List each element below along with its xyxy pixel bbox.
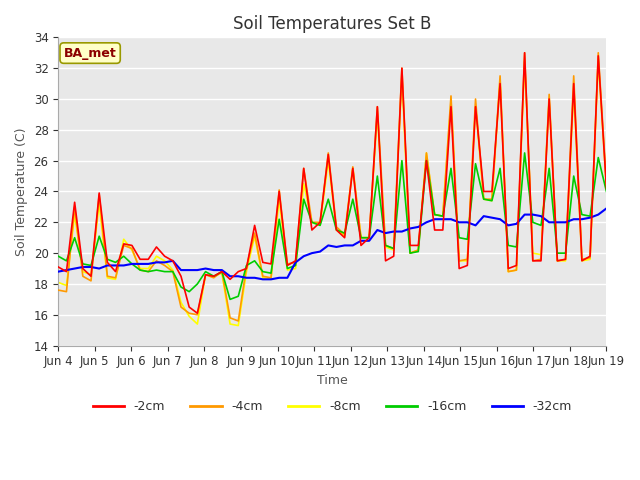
Text: BA_met: BA_met [64,47,116,60]
Legend: -2cm, -4cm, -8cm, -16cm, -32cm: -2cm, -4cm, -8cm, -16cm, -32cm [88,395,577,418]
X-axis label: Time: Time [317,374,348,387]
Y-axis label: Soil Temperature (C): Soil Temperature (C) [15,127,28,256]
Title: Soil Temperatures Set B: Soil Temperatures Set B [233,15,431,33]
